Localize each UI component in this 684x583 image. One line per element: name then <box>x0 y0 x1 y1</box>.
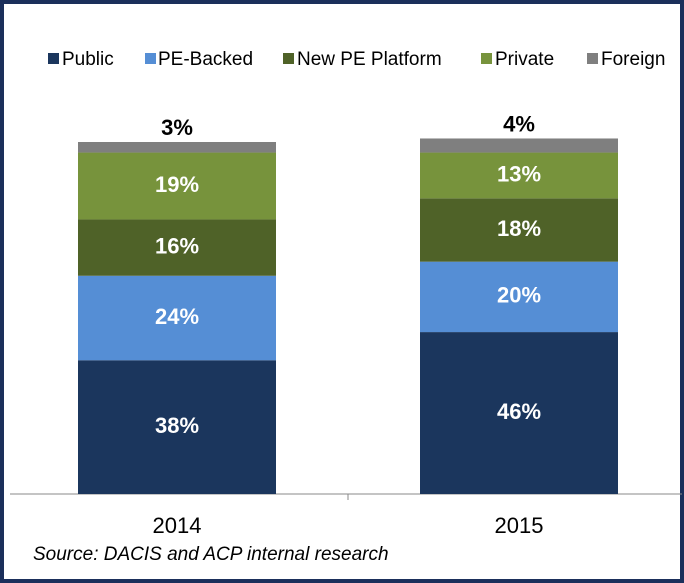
data-label: 24% <box>155 304 199 329</box>
x-tick-label: 2014 <box>153 513 202 538</box>
legend-label: New PE Platform <box>297 49 442 70</box>
data-label: 46% <box>497 399 541 424</box>
legend-swatch <box>145 53 156 64</box>
bar-segment <box>78 275 276 361</box>
legend-label: Private <box>495 49 554 70</box>
data-label: 20% <box>497 283 541 308</box>
data-label: 4% <box>503 111 535 136</box>
data-label: 16% <box>155 233 199 258</box>
bar-segment <box>420 138 618 153</box>
bar-segment <box>78 142 276 153</box>
x-tick-label: 2015 <box>495 513 544 538</box>
bar-segment <box>420 198 618 262</box>
bar-segment <box>420 152 618 199</box>
bar-segment <box>78 219 276 276</box>
bar-segment <box>420 261 618 333</box>
source-note: Source: DACIS and ACP internal research <box>33 544 389 565</box>
bar-segment <box>78 360 276 494</box>
legend-label: Public <box>62 49 114 70</box>
legend-swatch <box>587 53 598 64</box>
data-label: 19% <box>155 172 199 197</box>
data-label: 3% <box>161 115 193 140</box>
legend-label: PE-Backed <box>158 49 253 70</box>
bar-segment <box>78 152 276 220</box>
legend-swatch <box>481 53 492 64</box>
legend-swatch <box>283 53 294 64</box>
legend-label: Foreign <box>601 49 665 70</box>
legend-swatch <box>48 53 59 64</box>
data-label: 38% <box>155 413 199 438</box>
data-label: 18% <box>497 216 541 241</box>
data-label: 13% <box>497 161 541 186</box>
bar-segment <box>420 332 618 494</box>
